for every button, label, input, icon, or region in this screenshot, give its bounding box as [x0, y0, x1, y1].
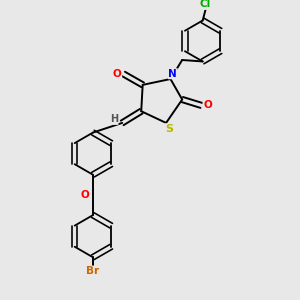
Text: Cl: Cl	[200, 0, 211, 9]
Text: O: O	[80, 190, 89, 200]
Text: H: H	[110, 114, 118, 124]
Text: O: O	[203, 100, 212, 110]
Text: Br: Br	[86, 266, 100, 276]
Text: S: S	[165, 124, 173, 134]
Text: O: O	[113, 69, 122, 79]
Text: N: N	[169, 69, 177, 79]
